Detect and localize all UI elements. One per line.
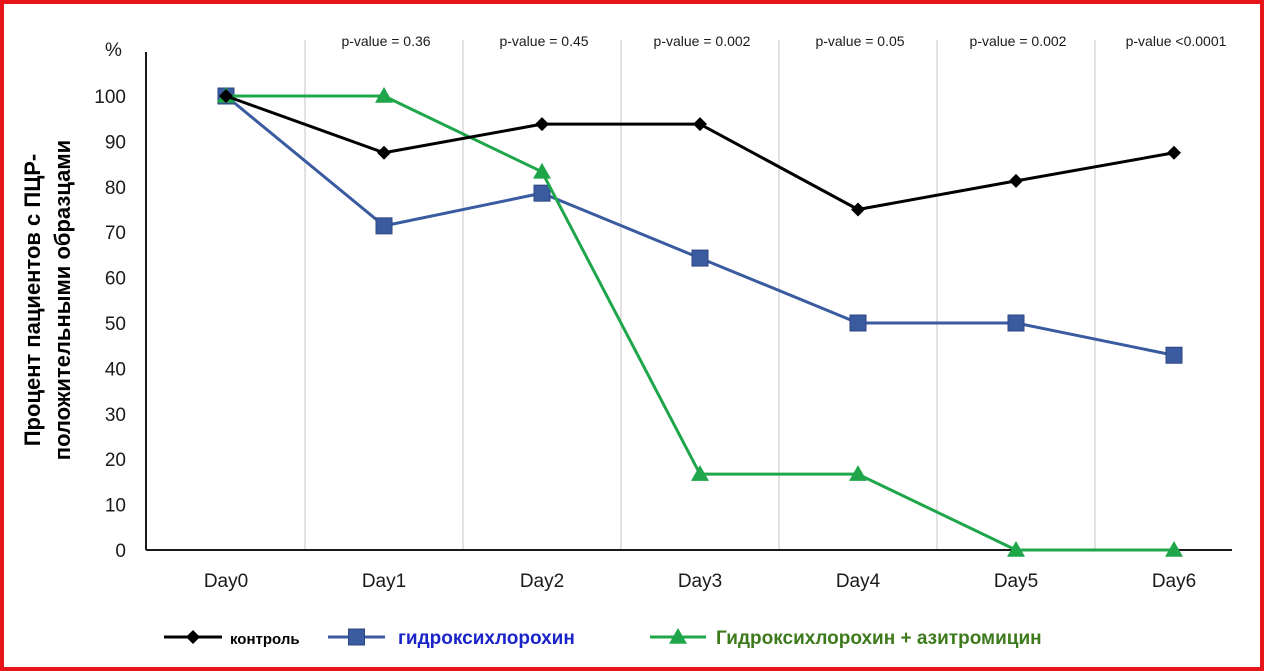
series-line bbox=[225, 94, 1175, 211]
data-point bbox=[535, 117, 549, 132]
legend-label: контроль bbox=[230, 631, 300, 648]
data-point bbox=[377, 145, 391, 160]
legend-label: гидроксихлорохин bbox=[398, 628, 575, 649]
series-0 bbox=[219, 89, 1181, 217]
data-point bbox=[691, 249, 709, 267]
x-tick-label: Day1 bbox=[362, 571, 406, 592]
legend-label: Гидроксихлорохин + азитромицин bbox=[716, 628, 1042, 649]
data-point bbox=[533, 162, 551, 179]
y-tick-label: 90 bbox=[105, 132, 126, 153]
y-tick-label: 80 bbox=[105, 178, 126, 199]
data-point bbox=[533, 184, 551, 202]
data-point bbox=[691, 465, 709, 481]
data-point bbox=[849, 314, 867, 332]
y-tick-label: 50 bbox=[105, 314, 126, 335]
x-tick-label: Day0 bbox=[204, 571, 248, 592]
y-axis-title: Процент пациентов с ПЦР- положительными … bbox=[20, 140, 75, 460]
data-point bbox=[219, 89, 233, 103]
data-point bbox=[693, 117, 707, 132]
y-tick-label: 70 bbox=[105, 223, 126, 244]
p-value-label: p-value = 0.36 bbox=[341, 33, 430, 49]
data-point bbox=[851, 202, 865, 217]
data-point bbox=[375, 217, 393, 235]
x-tick-label: Day3 bbox=[678, 571, 722, 592]
legend-marker bbox=[669, 628, 687, 644]
data-point bbox=[1009, 173, 1023, 188]
y-axis-title-line-2: положительными образцами bbox=[50, 140, 75, 460]
y-tick-label: 60 bbox=[105, 269, 126, 290]
data-point bbox=[1007, 541, 1025, 557]
y-tick-label: 40 bbox=[105, 359, 126, 380]
series-line bbox=[226, 94, 1174, 552]
legend-marker bbox=[186, 630, 200, 644]
x-tick-label: Day5 bbox=[994, 571, 1038, 592]
x-tick-label: Day6 bbox=[1152, 571, 1196, 592]
p-value-label: p-value = 0.002 bbox=[970, 33, 1067, 49]
y-tick-label: 0 bbox=[115, 541, 126, 562]
y-tick-label: 30 bbox=[105, 405, 126, 426]
y-tick-label: 100 bbox=[94, 87, 126, 108]
p-value-label: p-value = 0.05 bbox=[815, 33, 904, 49]
data-point bbox=[375, 87, 393, 103]
y-unit-label: % bbox=[105, 40, 122, 61]
data-point bbox=[1007, 314, 1025, 332]
p-value-labels: p-value = 0.36 p-value = 0.45 p-value = 0.… bbox=[341, 33, 1226, 49]
x-tick-label: Day4 bbox=[836, 571, 881, 592]
y-tick-labels: 0 10 20 30 40 50 60 70 80 90 100 bbox=[94, 87, 126, 562]
p-value-label: p-value = 0.002 bbox=[654, 33, 751, 49]
legend-marker bbox=[348, 628, 365, 646]
legend-item-0: контроль bbox=[164, 630, 300, 648]
series-line bbox=[225, 94, 1175, 357]
x-tick-labels: Day0 Day1 Day2 Day3 Day4 Day5 Day6 bbox=[204, 571, 1196, 592]
p-value-label: p-value = 0.45 bbox=[499, 33, 588, 49]
data-point bbox=[1165, 541, 1183, 557]
x-tick-label: Day2 bbox=[520, 571, 564, 592]
p-value-label: p-value <0.0001 bbox=[1126, 33, 1227, 49]
data-point bbox=[1165, 346, 1183, 364]
series-2 bbox=[217, 87, 1183, 557]
y-axis-title-line-1: Процент пациентов с ПЦР- bbox=[20, 154, 45, 447]
legend-item-2: Гидроксихлорохин + азитромицин bbox=[650, 628, 1042, 649]
y-tick-label: 10 bbox=[105, 496, 126, 517]
series-group bbox=[217, 87, 1183, 557]
y-tick-label: 20 bbox=[105, 450, 126, 471]
legend-item-1: гидроксихлорохин bbox=[328, 628, 575, 649]
legend: контроль гидроксихлорохин Гидроксихлорохин… bbox=[164, 628, 1042, 649]
data-point bbox=[849, 465, 867, 481]
data-point bbox=[1167, 145, 1181, 160]
